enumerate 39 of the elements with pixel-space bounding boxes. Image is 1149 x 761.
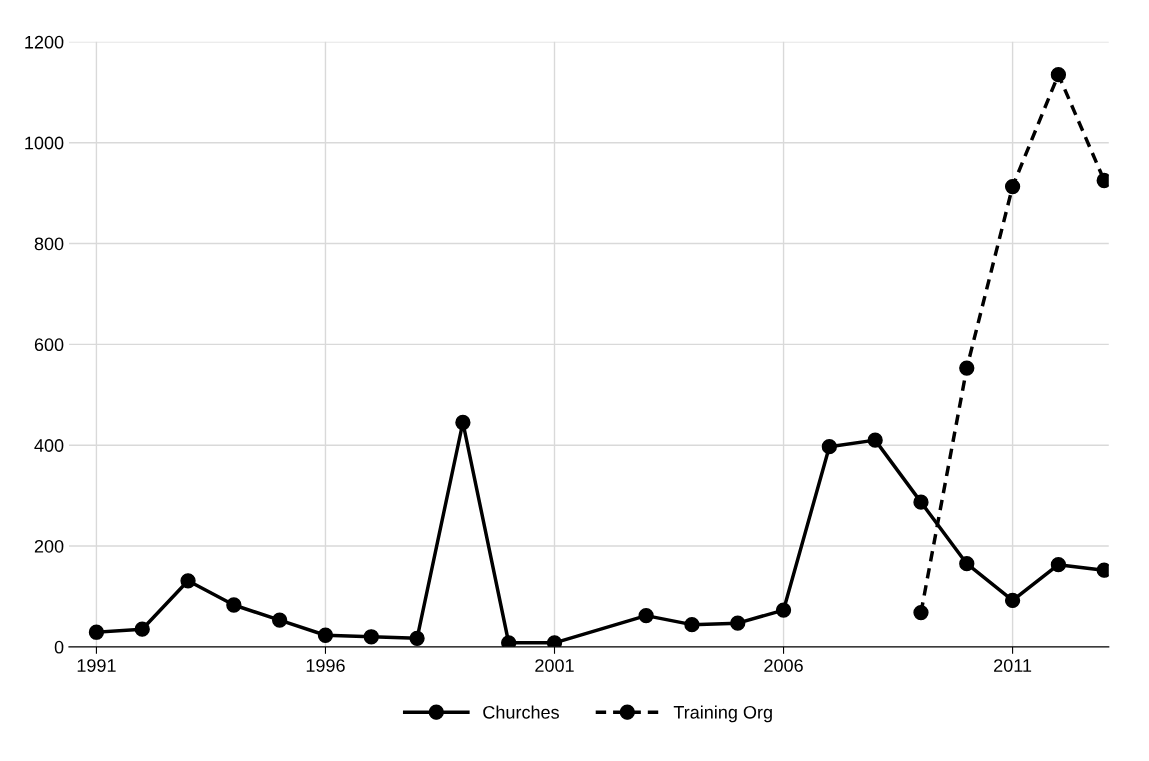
point bbox=[684, 617, 700, 633]
point bbox=[867, 432, 883, 448]
point bbox=[1004, 178, 1021, 195]
y-tick-label: 0 bbox=[54, 640, 64, 654]
x-tick-label: 2011 bbox=[994, 659, 1032, 672]
y-tick-label: 400 bbox=[34, 439, 64, 452]
point bbox=[959, 556, 975, 572]
y-tick-label: 1000 bbox=[25, 136, 64, 150]
point bbox=[775, 602, 792, 618]
point bbox=[1004, 592, 1021, 609]
legend-label: Churches bbox=[483, 705, 559, 719]
x-tick-label: 2006 bbox=[764, 659, 803, 672]
y-tick-label: 600 bbox=[34, 338, 64, 352]
point bbox=[455, 414, 471, 431]
point bbox=[821, 439, 837, 455]
point bbox=[1050, 557, 1067, 573]
x-tick-label: 1991 bbox=[77, 659, 116, 672]
legend-label: Training Org bbox=[673, 705, 772, 723]
point bbox=[180, 573, 196, 589]
point bbox=[913, 604, 929, 621]
point bbox=[913, 494, 929, 510]
y-tick-label: 200 bbox=[34, 539, 64, 553]
point bbox=[272, 612, 288, 628]
point bbox=[88, 624, 105, 640]
point bbox=[226, 597, 242, 613]
point bbox=[1050, 66, 1067, 83]
point bbox=[317, 627, 334, 643]
y-tick-label: 800 bbox=[34, 237, 64, 251]
point bbox=[363, 629, 379, 645]
point bbox=[959, 360, 975, 376]
x-tick-label: 1996 bbox=[306, 659, 345, 672]
point bbox=[134, 621, 150, 637]
point bbox=[546, 635, 563, 647]
point bbox=[730, 615, 746, 631]
point bbox=[638, 607, 654, 624]
point bbox=[409, 630, 425, 646]
y-tick-label: 1200 bbox=[25, 35, 64, 49]
point bbox=[501, 635, 517, 647]
x-tick-label: 2001 bbox=[535, 659, 574, 672]
